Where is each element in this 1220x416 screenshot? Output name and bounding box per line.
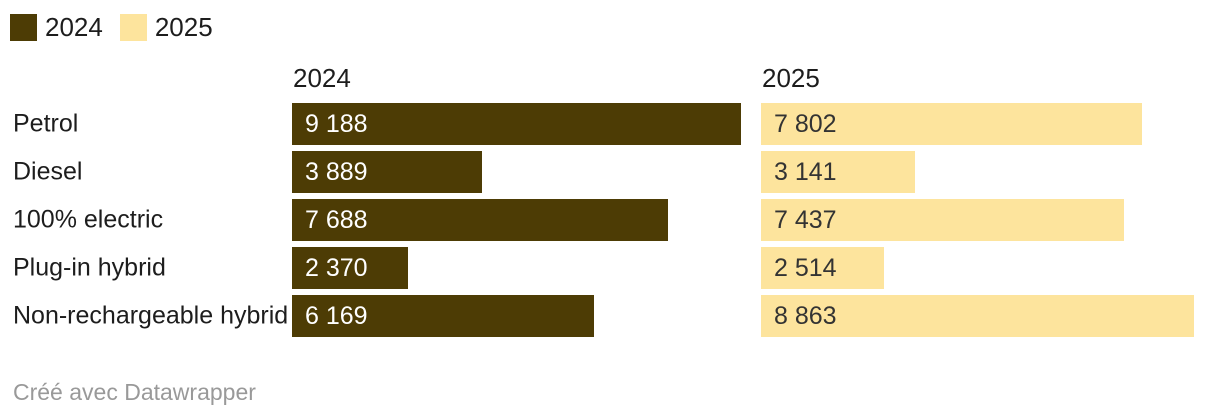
bar-2024-electric: 7 688	[292, 199, 668, 241]
bar-value-2025-electric: 7 437	[774, 205, 837, 234]
category-label-diesel: Diesel	[13, 157, 83, 186]
chart-row-plugin-hybrid: Plug-in hybrid 2 370 2 514	[0, 244, 1220, 292]
legend: 2024 2025	[10, 14, 213, 41]
bar-rows: Petrol 9 188 7 802 Diesel 3 889 3 141 10…	[0, 100, 1220, 340]
legend-swatch-2024-icon	[10, 14, 37, 41]
bar-2025-nonrech-hybrid: 8 863	[761, 295, 1195, 337]
bar-value-2024-plugin-hybrid: 2 370	[305, 253, 368, 282]
chart-row-diesel: Diesel 3 889 3 141	[0, 148, 1220, 196]
legend-label-2024: 2024	[45, 12, 103, 42]
legend-swatch-2025-icon	[119, 14, 147, 41]
chart-row-electric: 100% electric 7 688 7 437	[0, 196, 1220, 244]
category-label-petrol: Petrol	[13, 109, 79, 138]
bar-value-2024-diesel: 3 889	[305, 157, 368, 186]
bar-2025-diesel: 3 141	[761, 151, 915, 193]
chart-row-nonrech-hybrid: Non-rechargeable hybrid 6 169 8 863	[0, 292, 1220, 340]
chart-row-petrol: Petrol 9 188 7 802	[0, 100, 1220, 148]
bar-value-2024-electric: 7 688	[305, 205, 368, 234]
bar-2025-petrol: 7 802	[761, 103, 1143, 145]
bar-2024-diesel: 3 889	[292, 151, 482, 193]
bar-value-2025-nonrech-hybrid: 8 863	[774, 301, 837, 330]
bar-2025-electric: 7 437	[761, 199, 1125, 241]
bar-value-2025-plugin-hybrid: 2 514	[774, 253, 837, 282]
datawrapper-credit-link[interactable]: Créé avec Datawrapper	[13, 379, 256, 405]
column-header-2025: 2025	[762, 63, 820, 93]
category-label-plugin-hybrid: Plug-in hybrid	[13, 253, 166, 282]
category-label-nonrech-hybrid: Non-rechargeable hybrid	[13, 301, 289, 330]
legend-label-2025: 2025	[154, 12, 213, 42]
legend-item-2025: 2025	[119, 12, 213, 42]
bar-value-2025-diesel: 3 141	[774, 157, 837, 186]
bar-2025-plugin-hybrid: 2 514	[761, 247, 884, 289]
bar-value-2024-nonrech-hybrid: 6 169	[305, 301, 368, 330]
bar-2024-petrol: 9 188	[292, 103, 741, 145]
legend-item-2024: 2024	[10, 14, 103, 41]
category-label-electric: 100% electric	[13, 205, 164, 234]
bar-2024-plugin-hybrid: 2 370	[292, 247, 408, 289]
bar-2024-nonrech-hybrid: 6 169	[292, 295, 594, 337]
bar-value-2025-petrol: 7 802	[774, 109, 837, 138]
column-header-2024: 2024	[293, 63, 351, 93]
bar-value-2024-petrol: 9 188	[305, 109, 368, 138]
